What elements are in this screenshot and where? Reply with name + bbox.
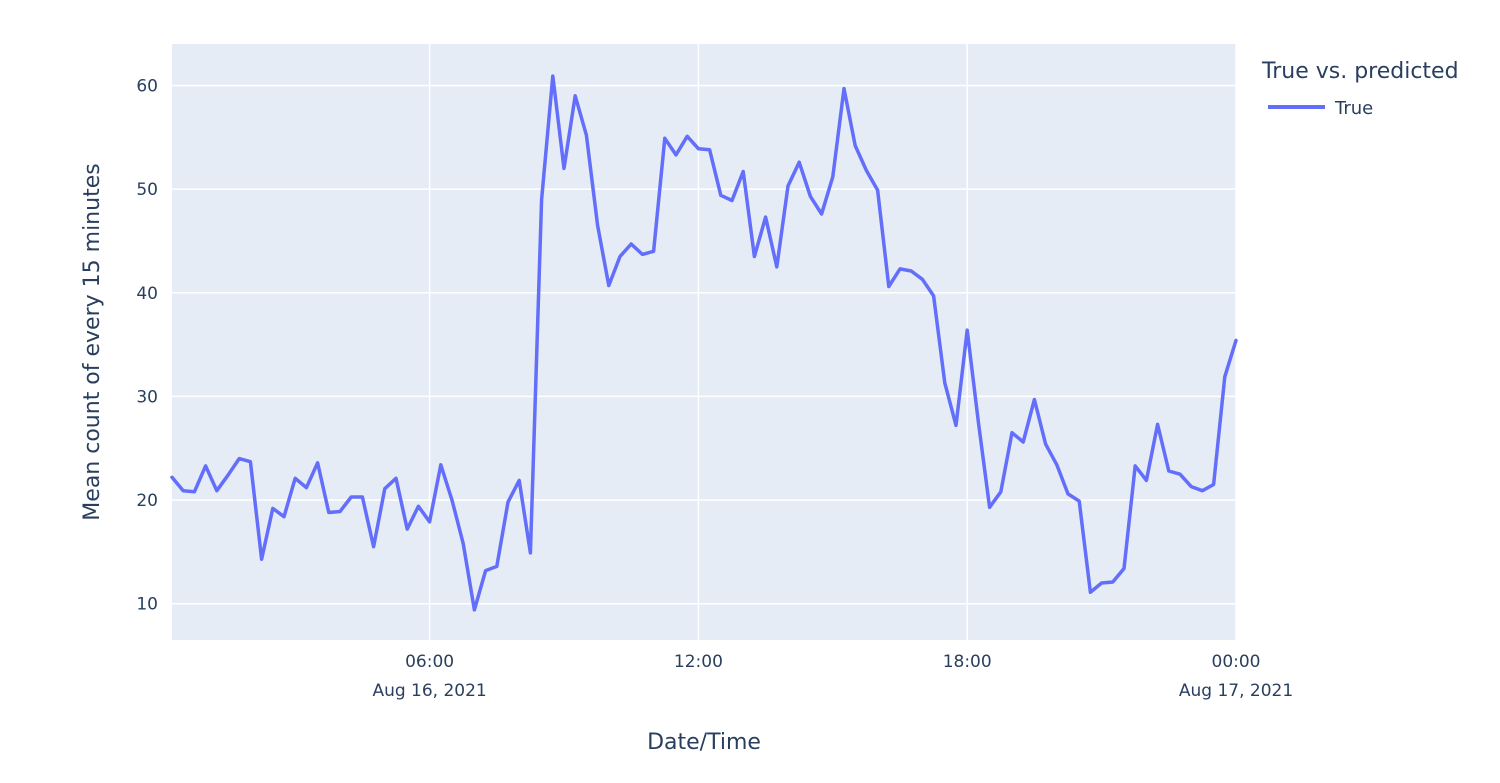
y-tick-label: 20 [136, 491, 158, 511]
x-tick-sublabel: Aug 17, 2021 [1179, 681, 1293, 701]
y-axis-title: Mean count of every 15 minutes [80, 163, 105, 520]
y-tick-label: 60 [136, 76, 158, 96]
legend[interactable]: True vs. predicted True [1261, 59, 1459, 119]
legend-title: True vs. predicted [1261, 59, 1459, 84]
x-axis-ticks: 06:00 Aug 16, 2021 12:00 18:00 00:00 Aug 17, … [372, 652, 1293, 701]
x-tick-label: 18:00 [943, 652, 992, 672]
y-tick-label: 50 [136, 180, 158, 200]
series-line-true[interactable] [170, 74, 1238, 612]
x-tick-sublabel: Aug 16, 2021 [372, 681, 486, 701]
y-axis-ticks: 10 20 30 40 50 60 [136, 76, 158, 614]
plot-background [172, 44, 1236, 640]
series-layer [170, 74, 1238, 612]
x-axis-title: Date/Time [647, 730, 761, 755]
y-tick-label: 40 [136, 284, 158, 304]
x-tick-label: 06:00 [405, 652, 454, 672]
x-tick-label: 00:00 [1212, 652, 1261, 672]
x-tick-label: 12:00 [674, 652, 723, 672]
y-tick-label: 10 [136, 595, 158, 615]
y-tick-label: 30 [136, 387, 158, 407]
legend-entry-true[interactable]: True [1334, 98, 1373, 119]
